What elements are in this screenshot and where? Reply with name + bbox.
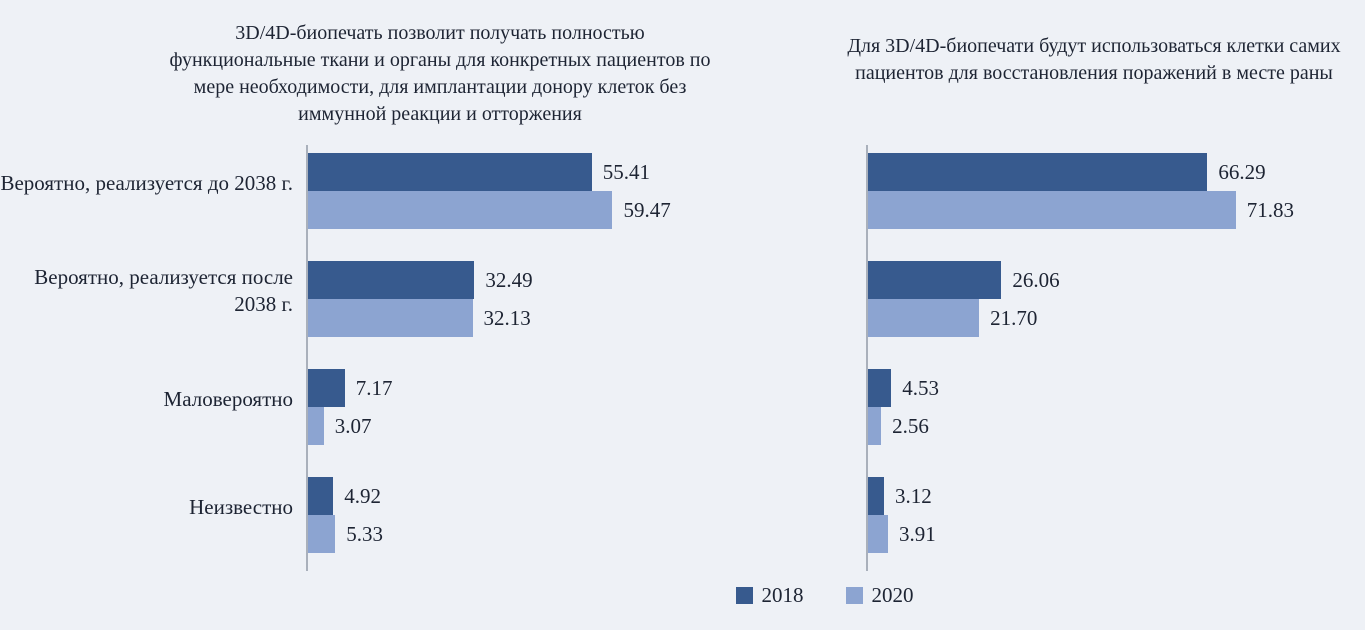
legend-swatch-2018-icon: [735, 587, 753, 604]
bar-value-label: 59.47: [623, 197, 671, 222]
bar-2020: [308, 407, 324, 445]
bar-2018: [868, 477, 884, 515]
bar-row-2020: 3.07: [308, 407, 671, 445]
category-label: Вероятно, реализуется после 2038 г.: [34, 265, 293, 316]
bar-group: 4.53 2.56: [868, 369, 1294, 445]
category-label: Неизвестно: [189, 494, 293, 519]
bar-value-label: 26.06: [1012, 267, 1060, 292]
bar-2018: [868, 369, 892, 407]
bar-row-2020: 2.56: [868, 407, 1294, 445]
bar-value-label: 4.53: [902, 375, 939, 400]
bar-value-label: 7.17: [355, 375, 393, 400]
chart-title-right: Для 3D/4D-биопечати будут использоваться…: [847, 35, 1341, 84]
bar-2020: [308, 191, 613, 229]
bar-2020: [308, 515, 336, 553]
bar-value-label: 4.92: [344, 483, 381, 508]
legend-swatch-2020-icon: [845, 587, 863, 604]
bar-row-2020: 21.70: [868, 299, 1294, 337]
bar-2018: [308, 153, 592, 191]
bar-row-2018: 4.53: [868, 369, 1294, 407]
bar-2020: [308, 299, 473, 337]
bar-group: 66.29 71.83: [868, 153, 1294, 229]
bar-value-label: 5.33: [346, 521, 384, 546]
bar-group: 7.17 3.07: [308, 369, 671, 445]
bar-group: 26.06 21.70: [868, 261, 1294, 337]
bar-value-label: 2.56: [892, 413, 929, 438]
bar-value-label: 32.49: [485, 267, 533, 292]
chart-body-left: Вероятно, реализуется до 2038 г. Вероятно…: [0, 145, 671, 571]
plot-area-right: 66.29 71.83 26.06 21.70 4.53 2.56 3.12 3.91: [866, 145, 1294, 571]
bar-group: 3.12 3.91: [868, 477, 1294, 553]
plot-area-left: 55.41 59.47 32.49 32.13 7.17 3.07 4.92 5.33: [306, 145, 671, 571]
bar-row-2020: 71.83: [868, 191, 1294, 229]
bar-2018: [868, 153, 1208, 191]
bar-value-label: 55.41: [602, 159, 650, 184]
chart-title-left: 3D/4D-биопечать позволит получать полнос…: [169, 22, 711, 125]
bar-value-label: 3.12: [894, 483, 932, 508]
bar-row-2020: 59.47: [308, 191, 671, 229]
legend: 2018 2020: [0, 583, 1365, 608]
category-labels-column: Вероятно, реализуется до 2038 г. Вероятно…: [0, 145, 306, 571]
bar-group: 32.49 32.13: [308, 261, 671, 337]
bar-2018: [868, 261, 1002, 299]
bar-2020: [868, 191, 1236, 229]
bar-row-2018: 55.41: [308, 153, 671, 191]
legend-label-2020: 2020: [871, 583, 914, 607]
bar-2018: [308, 261, 475, 299]
legend-item-2018: 2018: [735, 583, 804, 608]
bar-2018: [308, 369, 345, 407]
legend-label-2018: 2018: [761, 583, 804, 607]
labels-spacer: [702, 145, 866, 571]
bar-2018: [308, 477, 334, 515]
bar-2020: [868, 407, 882, 445]
category-label: Вероятно, реализуется до 2038 г.: [0, 170, 293, 195]
bar-group: 4.92 5.33: [308, 477, 671, 553]
bar-row-2020: 5.33: [308, 515, 671, 553]
legend-item-2020: 2020: [845, 583, 914, 608]
bar-row-2018: 26.06: [868, 261, 1294, 299]
bar-2020: [868, 299, 980, 337]
bar-value-label: 21.70: [990, 305, 1038, 330]
bar-row-2018: 32.49: [308, 261, 671, 299]
bar-value-label: 71.83: [1246, 197, 1295, 222]
bar-2020: [868, 515, 889, 553]
chart-functional-tissues: 3D/4D-биопечать позволит получать полнос…: [0, 22, 710, 571]
bar-value-label: 3.07: [334, 413, 372, 438]
bar-value-label: 32.13: [483, 305, 531, 330]
bar-group: 55.41 59.47: [308, 153, 671, 229]
bar-value-label: 3.91: [899, 521, 936, 546]
bar-row-2018: 4.92: [308, 477, 671, 515]
bar-row-2018: 7.17: [308, 369, 671, 407]
bar-row-2020: 3.91: [868, 515, 1294, 553]
chart-patient-cells: Для 3D/4D-биопечати будут использоваться…: [702, 0, 1365, 630]
bar-row-2018: 3.12: [868, 477, 1294, 515]
chart-body-right: 66.29 71.83 26.06 21.70 4.53 2.56 3.12 3.91: [702, 145, 1294, 571]
bar-row-2020: 32.13: [308, 299, 671, 337]
bar-value-label: 66.29: [1218, 159, 1266, 184]
category-label: Маловероятно: [163, 386, 293, 411]
bar-row-2018: 66.29: [868, 153, 1294, 191]
